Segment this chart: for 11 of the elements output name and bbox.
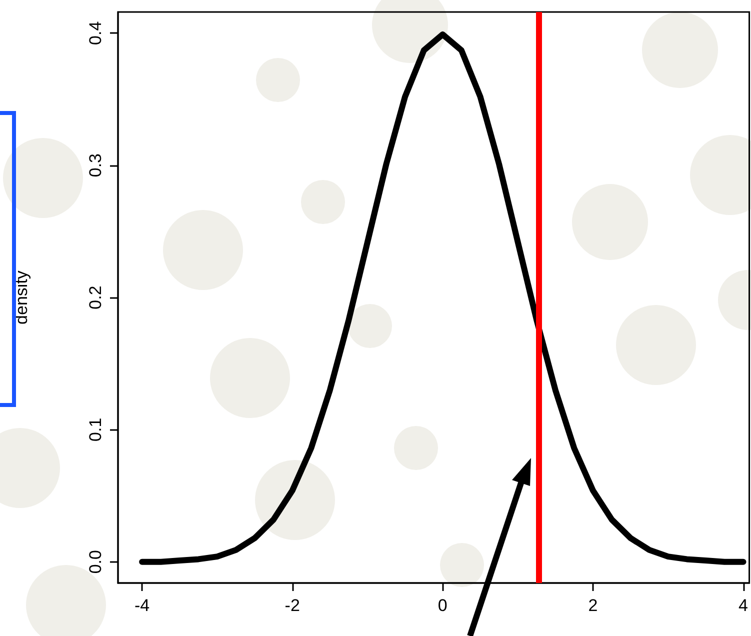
x-tick-label: -2 bbox=[284, 596, 300, 615]
y-tick-label: 0.1 bbox=[86, 418, 105, 442]
x-tick-label: 4 bbox=[738, 596, 748, 615]
y-tick-label: 0.4 bbox=[86, 21, 105, 45]
x-tick-label: -4 bbox=[134, 596, 150, 615]
y-axis-title: density bbox=[12, 270, 31, 324]
y-tick-label: 0.2 bbox=[86, 286, 105, 310]
x-tick-label: 0 bbox=[438, 596, 448, 615]
y-tick-label: 0.0 bbox=[86, 550, 105, 574]
x-tick-label: 2 bbox=[588, 596, 598, 615]
y-tick-label: 0.3 bbox=[86, 154, 105, 178]
